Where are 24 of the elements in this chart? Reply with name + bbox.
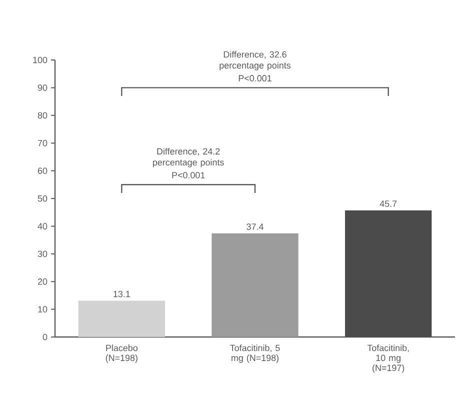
y-tick-label: 50 bbox=[38, 195, 48, 202]
annotation: P<0.001 bbox=[172, 172, 205, 178]
annotation: Difference, 32.6 percentage points bbox=[220, 51, 291, 70]
data-label: 37.4 bbox=[246, 224, 264, 230]
data-label: 13.1 bbox=[114, 290, 130, 298]
y-tick-label: 20 bbox=[38, 278, 48, 285]
data-label: 45.7 bbox=[380, 200, 397, 207]
y-tick-label: 80 bbox=[38, 112, 48, 119]
y-tick-label: 30 bbox=[38, 250, 48, 258]
bar bbox=[212, 233, 298, 337]
annotation: P<0.001 bbox=[238, 75, 272, 82]
bar bbox=[78, 300, 166, 337]
x-tick-label: Tofacitinib, 5 mg (N=198) bbox=[230, 344, 280, 363]
y-tick-label: 0 bbox=[42, 334, 48, 340]
y-tick-label: 60 bbox=[38, 168, 48, 174]
bar bbox=[345, 210, 432, 337]
y-tick-label: 10 bbox=[38, 306, 48, 312]
y-tick-label: 90 bbox=[38, 84, 48, 91]
annotation: Difference, 24.2 percentage points bbox=[153, 148, 224, 168]
y-tick-label: 70 bbox=[38, 140, 48, 146]
y-tick-label: 40 bbox=[38, 223, 48, 230]
y-tick-label: 100 bbox=[33, 56, 48, 64]
x-tick-label: Placebo (N=198) bbox=[106, 344, 138, 363]
x-tick-label: Tofacitinib, 10 mg (N=197) bbox=[367, 344, 409, 373]
